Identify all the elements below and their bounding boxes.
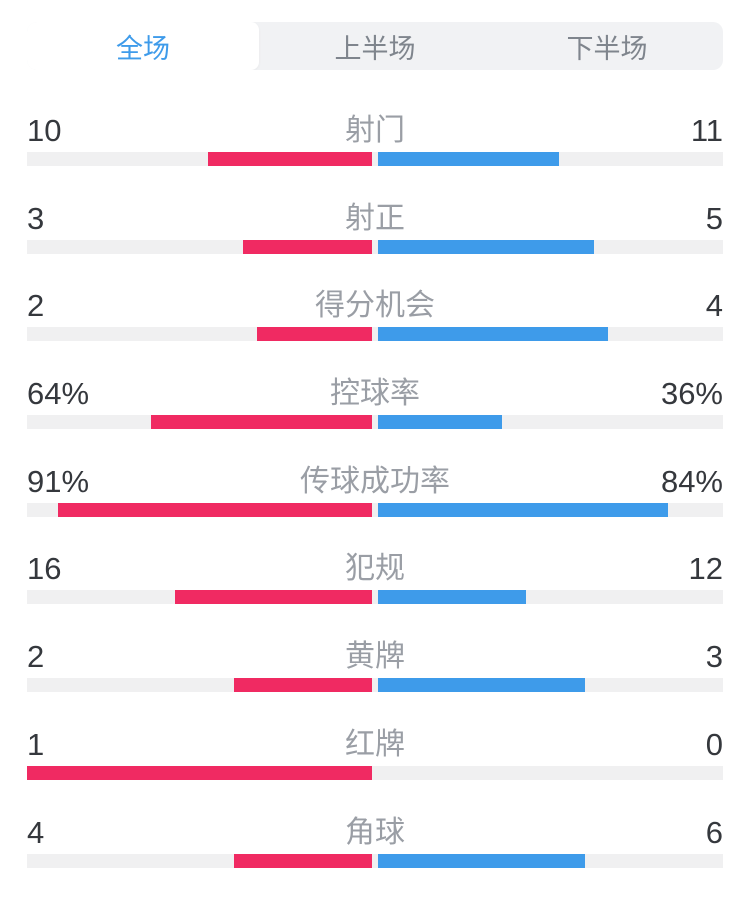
- home-value: 4: [27, 814, 45, 850]
- stat-row: 1 红牌 0: [27, 708, 723, 796]
- stat-row-head: 2 得分机会 4: [27, 288, 723, 324]
- home-value: 2: [27, 288, 45, 324]
- home-bar: [58, 502, 372, 517]
- stat-row: 4 角球 6: [27, 796, 723, 884]
- home-bar: [234, 678, 372, 693]
- stat-row-head: 64% 控球率 36%: [27, 376, 723, 412]
- tab-label: 上半场: [334, 33, 416, 64]
- stat-label: 黄牌: [345, 640, 405, 674]
- stat-label: 射正: [345, 201, 405, 235]
- home-value: 16: [27, 551, 62, 587]
- away-value: 11: [690, 113, 723, 148]
- stat-label: 得分机会: [315, 289, 435, 323]
- stat-row: 16 犯规 12: [27, 532, 723, 620]
- stat-label: 控球率: [330, 377, 420, 411]
- home-value: 10: [27, 113, 62, 148]
- match-stats-panel: 全场 上半场 下半场 10 射门 11 3 射正 5 2 得分机会 4: [0, 22, 750, 906]
- stat-bar-track: [27, 327, 723, 342]
- home-value: 64%: [27, 376, 90, 412]
- tab-bar: 全场 上半场 下半场: [27, 22, 723, 70]
- home-bar: [257, 327, 372, 342]
- stat-label: 犯规: [345, 552, 405, 586]
- tab-second-half[interactable]: 下半场: [491, 22, 723, 70]
- stat-bar-track: [27, 590, 723, 605]
- stat-bar-track: [27, 152, 723, 166]
- stat-row-head: 1 红牌 0: [27, 726, 723, 762]
- home-bar: [234, 853, 372, 868]
- stat-row-head: 16 犯规 12: [27, 551, 723, 587]
- home-value: 91%: [27, 463, 90, 499]
- away-value: 84%: [660, 463, 723, 499]
- stat-bar-track: [27, 502, 723, 517]
- away-value: 5: [705, 200, 723, 236]
- away-value: 36%: [660, 376, 723, 412]
- stat-row: 91% 传球成功率 84%: [27, 445, 723, 533]
- stats-list: 10 射门 11 3 射正 5 2 得分机会 4 64%: [27, 94, 723, 883]
- home-value: 1: [27, 726, 45, 762]
- stat-row: 3 射正 5: [27, 182, 723, 270]
- stat-label: 射门: [345, 114, 405, 147]
- stat-bar-track: [27, 415, 723, 430]
- stat-label: 角球: [345, 815, 405, 849]
- home-value: 3: [27, 200, 45, 236]
- stat-label: 红牌: [345, 727, 405, 761]
- tab-full[interactable]: 全场: [27, 22, 259, 70]
- home-bar: [27, 765, 372, 780]
- away-bar: [378, 502, 668, 517]
- stat-row-head: 4 角球 6: [27, 814, 723, 850]
- away-bar: [378, 853, 585, 868]
- home-bar: [242, 239, 372, 254]
- away-value: 6: [705, 814, 723, 850]
- home-bar: [174, 590, 372, 605]
- stat-bar-track: [27, 239, 723, 254]
- away-value: 0: [705, 726, 723, 762]
- home-bar: [207, 152, 372, 166]
- away-value: 4: [705, 288, 723, 324]
- stat-row-head: 91% 传球成功率 84%: [27, 463, 723, 499]
- home-value: 2: [27, 639, 45, 675]
- away-bar: [378, 415, 503, 430]
- away-value: 3: [705, 639, 723, 675]
- home-bar: [151, 415, 372, 430]
- away-value: 12: [688, 551, 723, 587]
- tab-label: 全场: [116, 33, 170, 64]
- stat-row-head: 2 黄牌 3: [27, 639, 723, 675]
- away-bar: [378, 327, 608, 342]
- stat-row: 10 射门 11: [27, 94, 723, 182]
- stat-row: 2 黄牌 3: [27, 620, 723, 708]
- stat-bar-track: [27, 853, 723, 868]
- away-bar: [378, 678, 585, 693]
- tab-first-half[interactable]: 上半场: [259, 22, 491, 70]
- stat-row-head: 10 射门 11: [27, 113, 723, 148]
- stat-label: 传球成功率: [300, 464, 450, 498]
- away-bar: [378, 152, 559, 166]
- stat-bar-track: [27, 678, 723, 693]
- stat-row: 2 得分机会 4: [27, 269, 723, 357]
- stat-row-head: 3 射正 5: [27, 200, 723, 236]
- away-bar: [378, 590, 526, 605]
- away-bar: [378, 239, 594, 254]
- stat-bar-track: [27, 765, 723, 780]
- tab-label: 下半场: [566, 33, 648, 64]
- stat-row: 64% 控球率 36%: [27, 357, 723, 445]
